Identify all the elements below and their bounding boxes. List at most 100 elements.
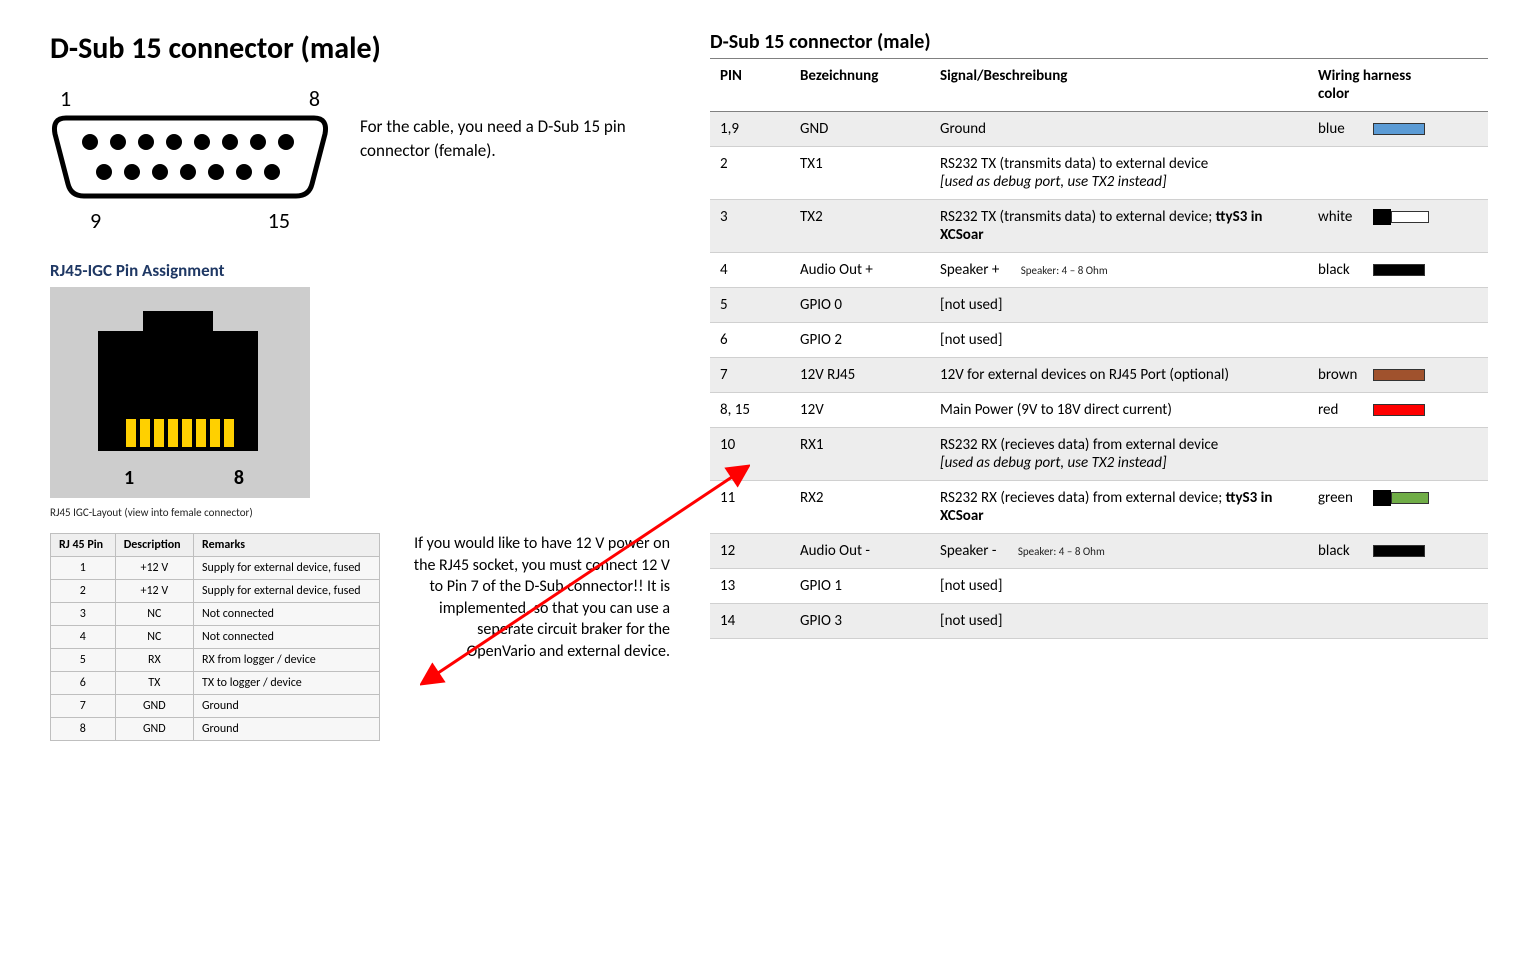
- table-cell: Not connected: [193, 626, 379, 649]
- rj45-table-header: Remarks: [193, 534, 379, 557]
- rj45-diagram: 1 8: [50, 287, 310, 498]
- table-row: 8GNDGround: [51, 718, 380, 741]
- table-cell: NC: [115, 626, 193, 649]
- table-cell: 1: [51, 557, 116, 580]
- pin-number-cell: 10: [710, 428, 790, 481]
- pin-bez-cell: Audio Out -: [790, 534, 930, 569]
- color-swatch: [1391, 211, 1429, 223]
- table-cell: TX: [115, 672, 193, 695]
- table-cell: Not connected: [193, 603, 379, 626]
- left-column: D-Sub 15 connector (male) 1 8: [50, 30, 670, 741]
- pin-number-cell: 7: [710, 358, 790, 393]
- table-row: 3TX2RS232 TX (transmits data) to externa…: [710, 200, 1488, 253]
- table-row: 3NCNot connected: [51, 603, 380, 626]
- pin-color-cell: [1308, 147, 1488, 200]
- color-swatch: [1373, 404, 1425, 416]
- table-row: 7GNDGround: [51, 695, 380, 718]
- pin-table-header: Bezeichnung: [790, 59, 930, 112]
- pin-signal-cell: [not used]: [930, 288, 1308, 323]
- pin-color-cell: green: [1308, 481, 1488, 534]
- table-cell: Supply for external device, fused: [193, 580, 379, 603]
- table-cell: 3: [51, 603, 116, 626]
- right-title: D-Sub 15 connector (male): [710, 30, 1488, 54]
- table-cell: RX: [115, 649, 193, 672]
- dsub-pin-label-9: 9: [90, 207, 101, 234]
- table-row: 8, 1512VMain Power (9V to 18V direct cur…: [710, 393, 1488, 428]
- table-cell: 8: [51, 718, 116, 741]
- table-cell: +12 V: [115, 557, 193, 580]
- color-swatch: [1373, 123, 1425, 135]
- pin-number-cell: 8, 15: [710, 393, 790, 428]
- dsub-caption: For the cable, you need a D-Sub 15 pin c…: [360, 85, 670, 163]
- table-row: 4NCNot connected: [51, 626, 380, 649]
- pin-bez-cell: GPIO 3: [790, 604, 930, 639]
- pin-bez-cell: GND: [790, 112, 930, 147]
- pin-number-cell: 11: [710, 481, 790, 534]
- page-root: D-Sub 15 connector (male) 1 8: [50, 30, 1488, 741]
- table-row: 5RXRX from logger / device: [51, 649, 380, 672]
- pin-signal-cell: RS232 RX (recieves data) from external d…: [930, 428, 1308, 481]
- main-title: D-Sub 15 connector (male): [50, 30, 670, 67]
- table-cell: 7: [51, 695, 116, 718]
- table-row: 1+12 VSupply for external device, fused: [51, 557, 380, 580]
- dsub-pin-label-8: 8: [309, 85, 320, 112]
- pin-number-cell: 4: [710, 253, 790, 288]
- pin-bez-cell: 12V: [790, 393, 930, 428]
- table-row: 6GPIO 2[not used]: [710, 323, 1488, 358]
- rj45-connector-icon: [68, 301, 288, 461]
- pin-bez-cell: GPIO 0: [790, 288, 930, 323]
- table-cell: Ground: [193, 695, 379, 718]
- rj45-pin-label-1: 1: [124, 466, 134, 490]
- wire-connector-icon: [1373, 209, 1391, 225]
- pin-table-header: Wiring harnesscolor: [1308, 59, 1488, 112]
- pin-color-cell: brown: [1308, 358, 1488, 393]
- pin-number-cell: 3: [710, 200, 790, 253]
- pin-number-cell: 6: [710, 323, 790, 358]
- pin-color-cell: [1308, 288, 1488, 323]
- dsub-block: 1 8 9 15 For the cable, you: [50, 85, 670, 234]
- pin-color-cell: [1308, 323, 1488, 358]
- pin-color-cell: [1308, 569, 1488, 604]
- rj45-pin-label-8: 8: [234, 466, 244, 490]
- table-row: 12Audio Out -Speaker - Speaker: 4 – 8 Oh…: [710, 534, 1488, 569]
- rj45-table-header: Description: [115, 534, 193, 557]
- wire-connector-icon: [1373, 490, 1391, 506]
- right-column: D-Sub 15 connector (male) PINBezeichnung…: [710, 30, 1488, 741]
- table-cell: 5: [51, 649, 116, 672]
- table-cell: GND: [115, 718, 193, 741]
- color-swatch: [1373, 264, 1425, 276]
- rj45-pin-table: RJ 45 PinDescriptionRemarks 1+12 VSupply…: [50, 533, 380, 741]
- pin-number-cell: 2: [710, 147, 790, 200]
- table-row: 2+12 VSupply for external device, fused: [51, 580, 380, 603]
- pin-number-cell: 12: [710, 534, 790, 569]
- pin-color-cell: blue: [1308, 112, 1488, 147]
- pin-color-cell: white: [1308, 200, 1488, 253]
- pin-bez-cell: TX1: [790, 147, 930, 200]
- pin-signal-cell: [not used]: [930, 569, 1308, 604]
- pin-color-cell: [1308, 604, 1488, 639]
- dsub-connector-icon: [50, 112, 330, 202]
- table-row: 1,9GNDGroundblue: [710, 112, 1488, 147]
- dsub-pin-table: PINBezeichnungSignal/BeschreibungWiring …: [710, 58, 1488, 639]
- pin-bez-cell: 12V RJ45: [790, 358, 930, 393]
- dsub-pin-label-1: 1: [60, 85, 71, 112]
- table-row: 6TXTX to logger / device: [51, 672, 380, 695]
- table-cell: GND: [115, 695, 193, 718]
- table-row: 14GPIO 3[not used]: [710, 604, 1488, 639]
- table-cell: Ground: [193, 718, 379, 741]
- rj45-title: RJ45-IGC Pin Assignment: [50, 260, 670, 281]
- pin-number-cell: 14: [710, 604, 790, 639]
- color-swatch: [1373, 545, 1425, 557]
- pin-bez-cell: GPIO 2: [790, 323, 930, 358]
- pin-signal-cell: 12V for external devices on RJ45 Port (o…: [930, 358, 1308, 393]
- pin-number-cell: 5: [710, 288, 790, 323]
- pin-bez-cell: GPIO 1: [790, 569, 930, 604]
- pin-signal-cell: RS232 RX (recieves data) from external d…: [930, 481, 1308, 534]
- pin-signal-cell: RS232 TX (transmits data) to external de…: [930, 200, 1308, 253]
- table-row: 10RX1RS232 RX (recieves data) from exter…: [710, 428, 1488, 481]
- table-cell: TX to logger / device: [193, 672, 379, 695]
- rj45-table-header: RJ 45 Pin: [51, 534, 116, 557]
- table-cell: Supply for external device, fused: [193, 557, 379, 580]
- pin-bez-cell: TX2: [790, 200, 930, 253]
- table-row: 2TX1RS232 TX (transmits data) to externa…: [710, 147, 1488, 200]
